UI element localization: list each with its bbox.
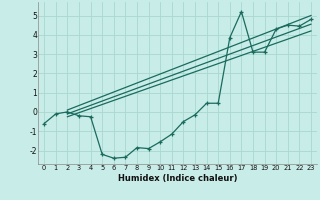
X-axis label: Humidex (Indice chaleur): Humidex (Indice chaleur): [118, 174, 237, 183]
